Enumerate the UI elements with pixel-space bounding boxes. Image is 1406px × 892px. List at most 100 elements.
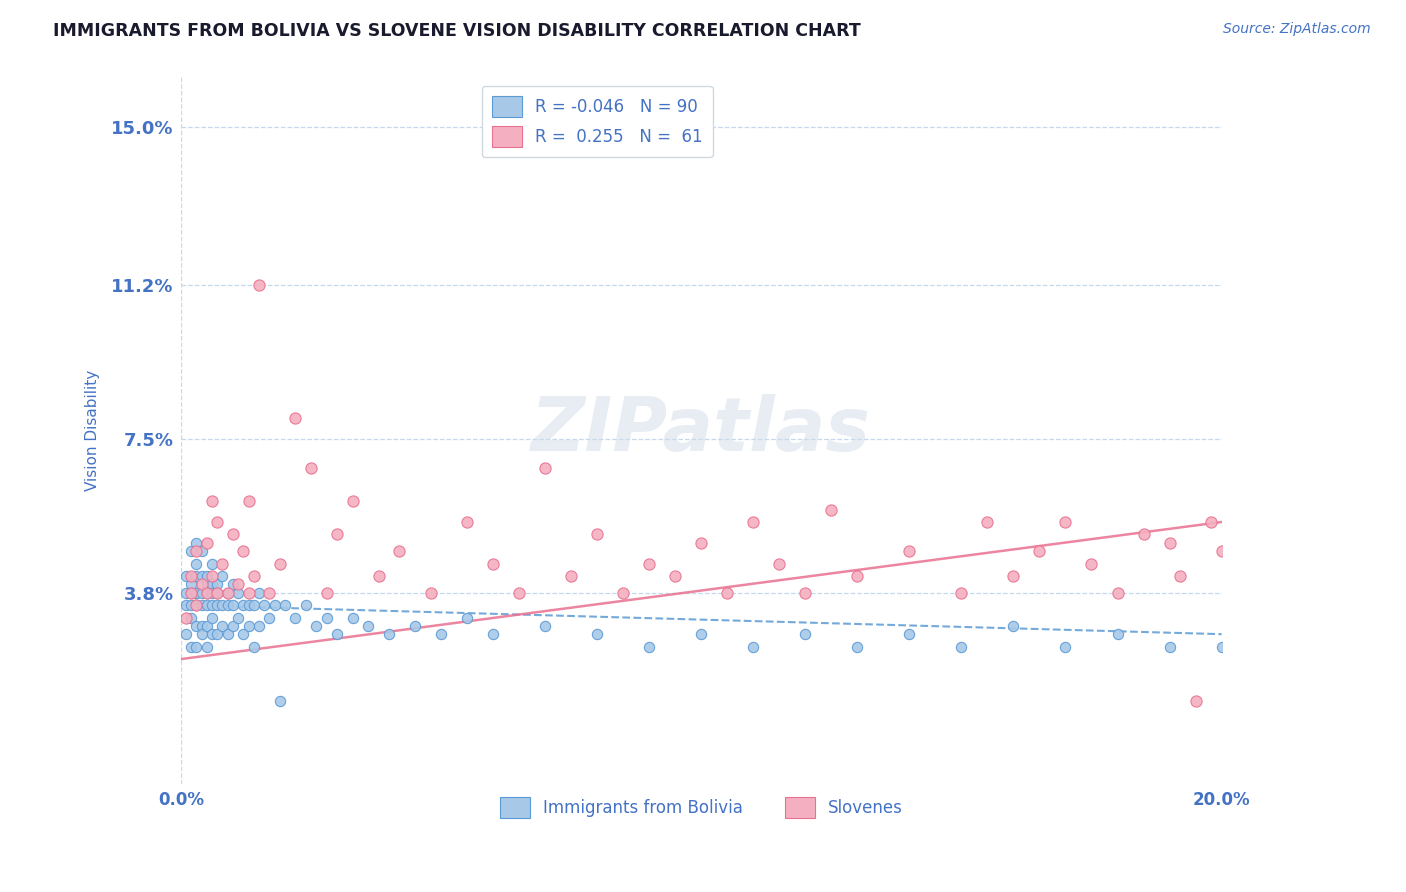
Text: ZIPatlas: ZIPatlas	[531, 394, 872, 467]
Point	[201, 627, 224, 641]
Point	[1184, 693, 1206, 707]
Point	[207, 515, 229, 529]
Point	[846, 569, 869, 583]
Point	[217, 598, 239, 612]
Point	[201, 610, 224, 624]
Point	[217, 627, 239, 641]
Point	[456, 515, 478, 529]
Point	[1107, 627, 1129, 641]
Point	[195, 569, 218, 583]
Point	[342, 610, 364, 624]
Point	[315, 610, 337, 624]
Point	[950, 585, 973, 599]
Point	[226, 610, 249, 624]
Point	[482, 627, 505, 641]
Point	[1211, 640, 1233, 654]
Point	[232, 598, 254, 612]
Point	[207, 585, 229, 599]
Point	[1054, 515, 1077, 529]
Point	[242, 640, 264, 654]
Point	[174, 627, 197, 641]
Point	[794, 585, 817, 599]
Point	[1159, 640, 1181, 654]
Point	[242, 598, 264, 612]
Point	[664, 569, 686, 583]
Point	[534, 461, 557, 475]
Point	[367, 569, 389, 583]
Point	[195, 619, 218, 633]
Point	[586, 527, 609, 541]
Point	[180, 610, 202, 624]
Point	[534, 619, 557, 633]
Point	[201, 569, 224, 583]
Point	[180, 640, 202, 654]
Point	[186, 544, 208, 558]
Point	[207, 627, 229, 641]
Point	[217, 585, 239, 599]
Point	[186, 598, 208, 612]
Point	[186, 585, 208, 599]
Point	[508, 585, 530, 599]
Point	[190, 619, 212, 633]
Point	[638, 557, 661, 571]
Point	[690, 627, 713, 641]
Point	[768, 557, 790, 571]
Point	[1168, 569, 1191, 583]
Point	[211, 619, 233, 633]
Point	[1002, 619, 1025, 633]
Y-axis label: Vision Disability: Vision Disability	[86, 370, 100, 491]
Point	[794, 627, 817, 641]
Point	[259, 585, 281, 599]
Point	[238, 494, 260, 508]
Point	[846, 640, 869, 654]
Point	[186, 569, 208, 583]
Point	[180, 598, 202, 612]
Point	[430, 627, 453, 641]
Text: Source: ZipAtlas.com: Source: ZipAtlas.com	[1223, 22, 1371, 37]
Point	[186, 585, 208, 599]
Point	[180, 544, 202, 558]
Point	[195, 598, 218, 612]
Point	[207, 598, 229, 612]
Point	[238, 585, 260, 599]
Point	[284, 610, 307, 624]
Point	[898, 627, 921, 641]
Point	[299, 461, 322, 475]
Point	[742, 515, 765, 529]
Point	[1054, 640, 1077, 654]
Point	[190, 577, 212, 591]
Point	[326, 527, 349, 541]
Point	[174, 610, 197, 624]
Point	[201, 598, 224, 612]
Point	[201, 577, 224, 591]
Point	[195, 640, 218, 654]
Point	[190, 585, 212, 599]
Point	[186, 598, 208, 612]
Point	[259, 610, 281, 624]
Point	[222, 619, 245, 633]
Point	[742, 640, 765, 654]
Point	[1211, 544, 1233, 558]
Point	[186, 535, 208, 549]
Point	[222, 598, 245, 612]
Point	[232, 627, 254, 641]
Point	[247, 585, 270, 599]
Point	[186, 619, 208, 633]
Point	[232, 544, 254, 558]
Point	[1159, 535, 1181, 549]
Point	[186, 557, 208, 571]
Point	[190, 598, 212, 612]
Point	[315, 585, 337, 599]
Point	[269, 693, 291, 707]
Point	[253, 598, 276, 612]
Point	[211, 557, 233, 571]
Point	[190, 627, 212, 641]
Point	[342, 494, 364, 508]
Point	[404, 619, 426, 633]
Point	[1080, 557, 1102, 571]
Point	[226, 577, 249, 591]
Point	[207, 585, 229, 599]
Point	[274, 598, 297, 612]
Point	[1199, 515, 1222, 529]
Point	[211, 598, 233, 612]
